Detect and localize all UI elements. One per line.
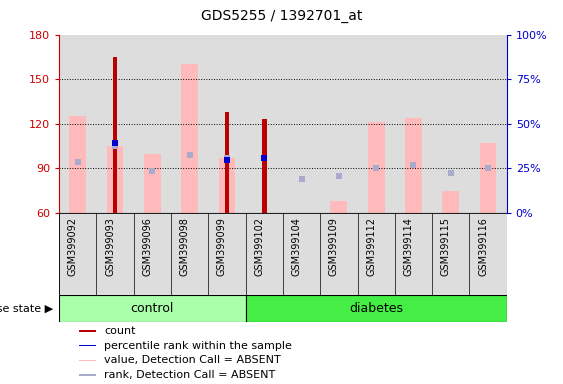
- Bar: [79, 330, 96, 332]
- Text: GSM399116: GSM399116: [478, 217, 488, 276]
- Bar: [69, 116, 86, 213]
- Bar: [395, 35, 432, 213]
- Bar: [181, 65, 198, 213]
- Bar: [443, 191, 459, 213]
- Text: disease state ▶: disease state ▶: [0, 303, 53, 313]
- Text: GDS5255 / 1392701_at: GDS5255 / 1392701_at: [201, 9, 362, 23]
- Bar: [59, 35, 96, 213]
- Bar: [171, 35, 208, 213]
- Text: count: count: [104, 326, 136, 336]
- Text: GSM399112: GSM399112: [366, 217, 376, 276]
- Bar: [432, 35, 470, 213]
- Bar: [358, 35, 395, 213]
- Text: GSM399093: GSM399093: [105, 217, 115, 276]
- Bar: [96, 35, 133, 213]
- Bar: [134, 35, 171, 213]
- Bar: [320, 35, 358, 213]
- Bar: [470, 35, 507, 213]
- Bar: [59, 295, 245, 322]
- Bar: [262, 119, 267, 213]
- Text: GSM399102: GSM399102: [254, 217, 264, 276]
- Text: GSM399115: GSM399115: [441, 217, 451, 276]
- Bar: [144, 154, 161, 213]
- Bar: [79, 359, 96, 361]
- Text: diabetes: diabetes: [349, 302, 403, 315]
- Bar: [208, 35, 245, 213]
- Text: value, Detection Call = ABSENT: value, Detection Call = ABSENT: [104, 356, 281, 366]
- Text: rank, Detection Call = ABSENT: rank, Detection Call = ABSENT: [104, 370, 275, 380]
- Text: percentile rank within the sample: percentile rank within the sample: [104, 341, 292, 351]
- Bar: [225, 112, 229, 213]
- Bar: [79, 374, 96, 376]
- Text: GSM399099: GSM399099: [217, 217, 227, 276]
- Bar: [330, 201, 347, 213]
- Bar: [113, 57, 118, 213]
- Bar: [368, 122, 385, 213]
- Text: GSM399092: GSM399092: [68, 217, 78, 276]
- Bar: [106, 146, 123, 213]
- Bar: [245, 35, 283, 213]
- Text: GSM399104: GSM399104: [292, 217, 302, 276]
- Text: control: control: [131, 302, 174, 315]
- Text: GSM399109: GSM399109: [329, 217, 339, 276]
- Text: GSM399096: GSM399096: [142, 217, 153, 276]
- Bar: [480, 143, 497, 213]
- Bar: [283, 35, 320, 213]
- Bar: [405, 118, 422, 213]
- Text: GSM399098: GSM399098: [180, 217, 190, 276]
- Text: GSM399114: GSM399114: [404, 217, 413, 276]
- Bar: [245, 295, 507, 322]
- Bar: [218, 158, 235, 213]
- Bar: [79, 344, 96, 346]
